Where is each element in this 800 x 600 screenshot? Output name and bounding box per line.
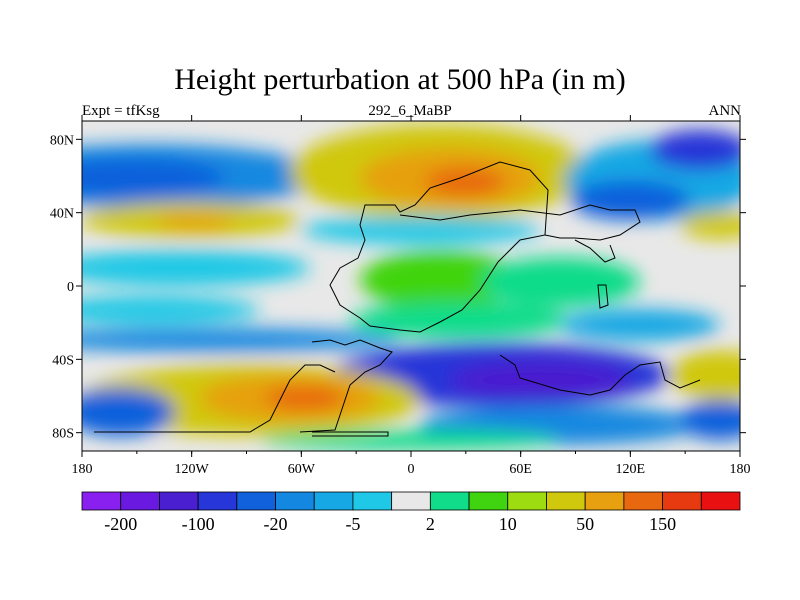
colorbar: -200 -100 -20 -5 2 10 50 150 xyxy=(81,491,741,534)
x-tick-label: 60W xyxy=(288,462,316,477)
period-label: 292_6_MaBP xyxy=(368,103,452,119)
colorbar-label: 2 xyxy=(426,514,435,534)
colorbar-swatch xyxy=(275,491,315,511)
height-perturbation-field xyxy=(82,121,740,451)
colorbar-swatch xyxy=(700,491,741,511)
y-tick-label: 80N xyxy=(50,133,74,148)
colorbar-swatch xyxy=(236,491,276,511)
x-tick-label: 180 xyxy=(72,462,93,477)
colorbar-swatch xyxy=(546,491,586,511)
colorbar-swatch xyxy=(623,491,663,511)
colorbar-swatch xyxy=(352,491,393,511)
y-tick-label: 0 xyxy=(67,280,74,295)
y-tick-label: 40S xyxy=(52,353,74,368)
colorbar-swatch xyxy=(197,491,238,511)
season-label: ANN xyxy=(708,103,742,119)
colorbar-swatch xyxy=(468,491,509,511)
x-tick-label: 60E xyxy=(509,462,532,477)
colorbar-label: -5 xyxy=(345,514,360,534)
colorbar-swatch xyxy=(159,491,199,511)
colorbar-swatch xyxy=(391,491,431,511)
plot-title: Height perturbation at 500 hPa (in m) xyxy=(174,63,626,96)
experiment-label: Expt = tfKsg xyxy=(82,103,160,119)
colorbar-label: -100 xyxy=(182,514,215,534)
x-tick-label: 180 xyxy=(730,462,751,477)
x-tick-label: 120W xyxy=(175,462,210,477)
y-tick-label: 80S xyxy=(52,427,74,442)
colorbar-swatch xyxy=(507,491,547,511)
colorbar-swatch xyxy=(662,491,702,511)
y-tick-label: 40N xyxy=(50,207,74,222)
colorbar-swatch xyxy=(313,491,354,511)
colorbar-swatch xyxy=(81,491,122,511)
colorbar-label: -20 xyxy=(264,514,288,534)
colorbar-swatch xyxy=(584,491,625,511)
x-tick-label: 120E xyxy=(616,462,646,477)
colorbar-swatch xyxy=(429,491,470,511)
colorbar-label: 150 xyxy=(649,514,676,534)
map-axes: 180 120W 60W 0 60E 120E 180 80N 40N 0 40S 80S xyxy=(50,115,751,477)
x-tick-label: 0 xyxy=(408,462,415,477)
colorbar-label: -200 xyxy=(104,514,137,534)
coastline-outlines xyxy=(94,161,701,437)
colorbar-label: 50 xyxy=(576,514,594,534)
colorbar-swatch xyxy=(120,491,160,511)
colorbar-label: 10 xyxy=(499,514,517,534)
